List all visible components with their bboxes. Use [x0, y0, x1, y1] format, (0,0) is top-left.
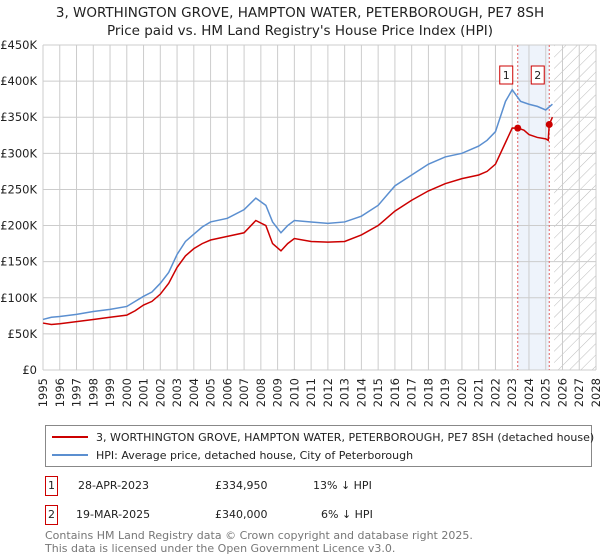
footer-line: Contains HM Land Registry data © Crown c…: [45, 529, 473, 542]
shaded-region: [517, 45, 550, 370]
sale-delta: 6% ↓ HPI: [321, 508, 373, 521]
x-tick-label: 2001: [137, 378, 151, 407]
forecast-hatch: [554, 45, 596, 370]
x-tick-label: 2005: [204, 378, 218, 407]
annotation-label: 2: [534, 69, 541, 82]
x-tick-label: 1996: [53, 378, 67, 407]
x-tick-label: 2010: [287, 378, 301, 407]
y-tick-label: £100K: [0, 291, 37, 305]
y-tick-label: £50K: [8, 327, 38, 341]
y-tick-label: £200K: [0, 219, 37, 233]
x-tick-label: 1998: [86, 378, 100, 407]
sale-marker: 2: [45, 505, 58, 525]
x-tick-label: 2011: [304, 378, 318, 407]
x-tick-label: 2020: [455, 378, 469, 407]
x-tick-label: 2027: [572, 378, 586, 407]
y-tick-label: £450K: [0, 38, 37, 52]
annotation-label: 1: [503, 69, 510, 82]
footer: Contains HM Land Registry data © Crown c…: [45, 529, 473, 555]
x-tick-label: 2028: [589, 378, 600, 407]
y-tick-label: £350K: [0, 110, 37, 124]
annotation-box: [530, 65, 545, 85]
x-tick-label: 2007: [237, 378, 251, 407]
sale-point: [514, 124, 522, 132]
x-tick-label: 2014: [354, 378, 368, 407]
y-tick-label: £150K: [0, 255, 37, 269]
x-tick-label: 1995: [36, 378, 50, 407]
legend-label: HPI: Average price, detached house, City…: [96, 448, 414, 462]
sale-price: £334,950: [215, 479, 268, 492]
x-tick-label: 2024: [522, 378, 536, 407]
footer-line: This data is licensed under the Open Gov…: [45, 542, 396, 555]
legend-label: 3, WORTHINGTON GROVE, HAMPTON WATER, PET…: [96, 430, 595, 444]
hpi-line: [42, 88, 553, 321]
price-chart: 1995 1996 1997 1998 1999 2000 2001 2002 2003 2004…: [0, 38, 600, 407]
x-tick-label: 2003: [170, 378, 184, 407]
sale-marker: 1: [45, 476, 58, 496]
x-tick-label: 1997: [70, 378, 84, 407]
annotation-box: [499, 65, 514, 85]
legend: 3, WORTHINGTON GROVE, HAMPTON WATER, PET…: [45, 425, 594, 467]
sale-point: [545, 120, 553, 128]
x-tick-label: 2006: [220, 378, 234, 407]
y-tick-label: £250K: [0, 182, 37, 196]
sale-row-2: 2 19-MAR-2025 £340,000 6% ↓ HPI: [45, 505, 545, 525]
y-tick-label: £300K: [0, 146, 37, 160]
x-tick-label: 2018: [421, 378, 435, 407]
x-tick-label: 2021: [472, 378, 486, 407]
x-tick-label: 2000: [120, 378, 134, 407]
x-tick-label: 2012: [321, 378, 335, 407]
x-tick-label: 2019: [438, 378, 452, 407]
sale-date: 19-MAR-2025: [76, 508, 151, 521]
x-tick-label: 2013: [338, 378, 352, 407]
x-tick-label: 1999: [103, 378, 117, 407]
x-tick-label: 2008: [254, 378, 268, 407]
legend-item-property: 3, WORTHINGTON GROVE, HAMPTON WATER, PET…: [46, 429, 594, 445]
price-line: [42, 116, 554, 326]
chart-title: 3, WORTHINGTON GROVE, HAMPTON WATER, PET…: [55, 5, 545, 21]
y-tick-label: £400K: [0, 74, 37, 88]
sale-date: 28-APR-2023: [78, 479, 150, 492]
sale-price: £340,000: [215, 508, 268, 521]
x-tick-label: 2022: [488, 378, 502, 407]
y-tick-label: £0: [22, 363, 37, 377]
sale-row-1: 1 28-APR-2023 £334,950 13% ↓ HPI: [45, 476, 545, 496]
legend-line-red: [52, 436, 88, 438]
chart-subtitle: Price paid vs. HM Land Registry's House …: [107, 23, 493, 39]
legend-item-hpi: HPI: Average price, detached house, City…: [46, 447, 413, 463]
x-tick-label: 2009: [271, 378, 285, 407]
x-tick-label: 2017: [405, 378, 419, 407]
sale-delta: 13% ↓ HPI: [313, 479, 372, 492]
x-tick-label: 2004: [187, 378, 201, 407]
x-tick-label: 2002: [153, 378, 167, 407]
x-tick-label: 2023: [505, 378, 519, 407]
x-tick-label: 2026: [555, 378, 569, 407]
x-tick-label: 2025: [539, 378, 553, 407]
legend-line-blue: [52, 454, 88, 456]
x-tick-label: 2016: [388, 378, 402, 407]
x-tick-label: 2015: [371, 378, 385, 407]
